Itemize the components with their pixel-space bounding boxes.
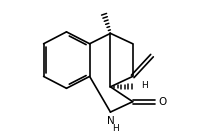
Text: N: N [107, 116, 114, 126]
Text: O: O [159, 97, 167, 107]
Text: H: H [112, 124, 119, 133]
Text: H: H [142, 81, 148, 90]
